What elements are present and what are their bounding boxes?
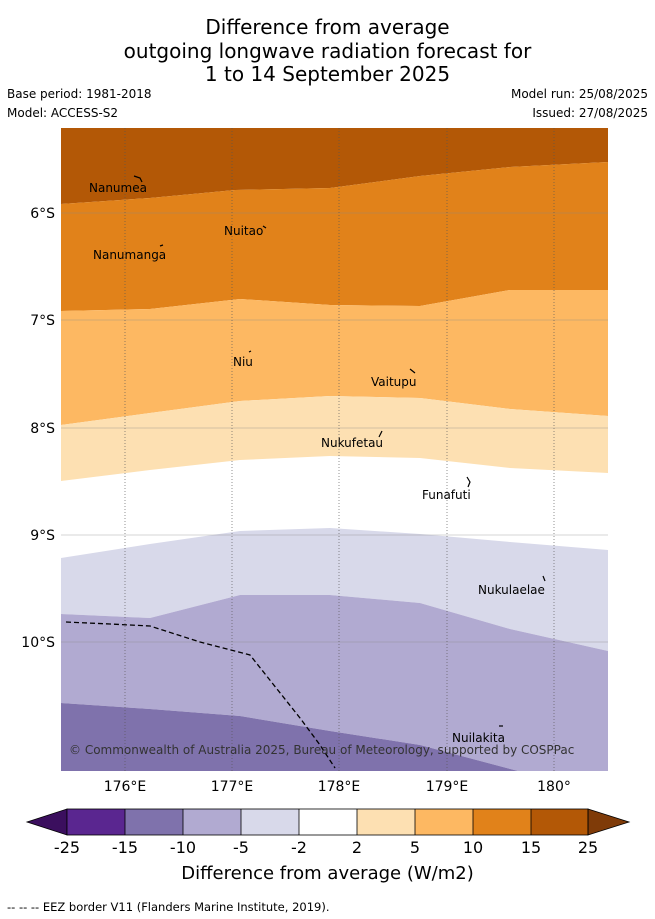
lon-tick-180: 180° <box>537 779 571 795</box>
colorbar-tick-25: 25 <box>578 838 598 857</box>
band-plus-2-to-5 <box>61 396 608 481</box>
vaitupu-island-icon <box>409 368 416 374</box>
title-line-1: Difference from average <box>205 15 450 39</box>
latitude-axis: 6°S 7°S 8°S 9°S 10°S <box>21 206 55 651</box>
band-minus-10-to-5 <box>61 595 608 771</box>
colorbar-tick-2: 2 <box>352 838 362 857</box>
title-line-3: 1 to 14 September 2025 <box>204 62 451 86</box>
place-label-nukulaelae: Nukulaelae <box>478 583 545 597</box>
colorbar-swatch-7 <box>415 809 473 835</box>
colorbar-swatch-5 <box>299 809 357 835</box>
colorbar-swatch-3 <box>183 809 241 835</box>
model-run-date: Model run: 25/08/2025 <box>510 87 648 101</box>
place-label-vaitupu: Vaitupu <box>371 375 417 389</box>
colorbar-swatch-8 <box>473 809 531 835</box>
latitude-gridlines <box>61 212 608 643</box>
colorbar-swatch-1 <box>67 809 125 835</box>
nukufetau-island-icon <box>378 430 383 438</box>
colorbar-swatch-2 <box>125 809 183 835</box>
colorbar-tick-15: 15 <box>521 838 541 857</box>
colorbar-tick-minus-15: -15 <box>112 838 138 857</box>
lat-tick-9s: 9°S <box>30 528 55 544</box>
anomaly-map: Nanumea Nuitao Nanumanga Niu Vaitupu Nuk… <box>61 128 608 771</box>
lon-tick-179e: 179°E <box>426 779 469 795</box>
lat-tick-7s: 7°S <box>30 313 55 329</box>
colorbar-extend-high <box>587 808 631 836</box>
niu-island-icon <box>248 350 252 353</box>
colorbar-tick-minus-10: -10 <box>170 838 196 857</box>
band-minus-15-to-10 <box>61 703 518 771</box>
place-label-funafuti: Funafuti <box>422 488 471 502</box>
nanumanga-island-icon <box>159 244 164 247</box>
colorbar-swatch-9 <box>531 809 588 835</box>
lat-tick-8s: 8°S <box>30 421 55 437</box>
copyright-credit: © Commonwealth of Australia 2025, Bureau… <box>69 743 574 757</box>
lon-tick-177e: 177°E <box>211 779 254 795</box>
place-label-nuitao: Nuitao <box>224 224 263 238</box>
band-plus-5-to-10 <box>61 290 608 425</box>
colorbar-tick-10: 10 <box>463 838 483 857</box>
model-name: Model: ACCESS-S2 <box>7 106 119 120</box>
lon-tick-178e: 178°E <box>318 779 361 795</box>
nukulaelae-island-icon <box>542 575 546 582</box>
lat-tick-10s: 10°S <box>21 635 55 651</box>
colorbar-swatch-4 <box>241 809 299 835</box>
band-minus-5-to-2 <box>61 528 608 651</box>
place-label-nanumanga: Nanumanga <box>93 248 166 262</box>
title-line-2: outgoing longwave radiation forecast for <box>123 38 532 63</box>
band-plus-10-to-15 <box>61 162 608 311</box>
longitude-gridlines <box>124 128 555 771</box>
issued-date: Issued: 27/08/2025 <box>532 106 648 120</box>
colorbar-title: Difference from average (W/m2) <box>181 863 474 884</box>
colorbar-extend-low <box>25 808 68 836</box>
eez-border-line <box>65 621 336 769</box>
place-label-nukufetau: Nukufetau <box>321 436 383 450</box>
colorbar-tick-minus-2: -2 <box>291 838 307 857</box>
place-labels: Nanumea Nuitao Nanumanga Niu Vaitupu Nuk… <box>89 181 545 745</box>
longitude-axis: 176°E 177°E 178°E 179°E 180° <box>104 779 571 795</box>
place-label-nanumea: Nanumea <box>89 181 147 195</box>
place-label-niu: Niu <box>233 355 253 369</box>
band-plus-15-to-25 <box>61 128 608 204</box>
island-outlines <box>133 175 546 727</box>
place-label-nuilakita: Nuilakita <box>452 731 505 745</box>
base-period: Base period: 1981-2018 <box>7 87 152 101</box>
colorbar-tick-minus-25: -25 <box>54 838 80 857</box>
funafuti-island-icon <box>466 476 471 488</box>
nuitao-island-icon <box>262 225 267 229</box>
colorbar-tick-5: 5 <box>410 838 420 857</box>
map-title: Difference from average outgoing longwav… <box>0 15 655 87</box>
lat-tick-6s: 6°S <box>30 206 55 222</box>
lon-tick-176e: 176°E <box>104 779 147 795</box>
colorbar: -25 -15 -10 -5 -2 2 5 10 15 25 <box>25 808 631 857</box>
colorbar-tick-minus-5: -5 <box>233 838 249 857</box>
nanumea-island-icon <box>133 175 143 183</box>
colorbar-swatch-6 <box>357 809 415 835</box>
eez-border-legend: -- -- -- EEZ border V11 (Flanders Marine… <box>7 900 330 914</box>
